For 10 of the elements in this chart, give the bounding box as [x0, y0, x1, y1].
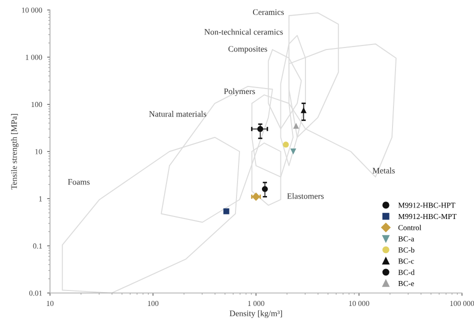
annotation: Polymers: [224, 88, 255, 96]
x-axis-title: Density [kg/m³]: [230, 310, 282, 318]
annotation: Metals: [372, 168, 395, 174]
annotation: Ceramics: [252, 9, 284, 15]
annotation: Natural materials: [149, 110, 206, 117]
annotation: Non-technical ceramics: [204, 28, 283, 35]
annotation: Composites: [228, 46, 268, 54]
y-axis-title: Tensile strength [MPa]: [10, 114, 19, 190]
annotation: Elastomers: [287, 193, 324, 199]
annotation: Foams: [68, 179, 90, 185]
